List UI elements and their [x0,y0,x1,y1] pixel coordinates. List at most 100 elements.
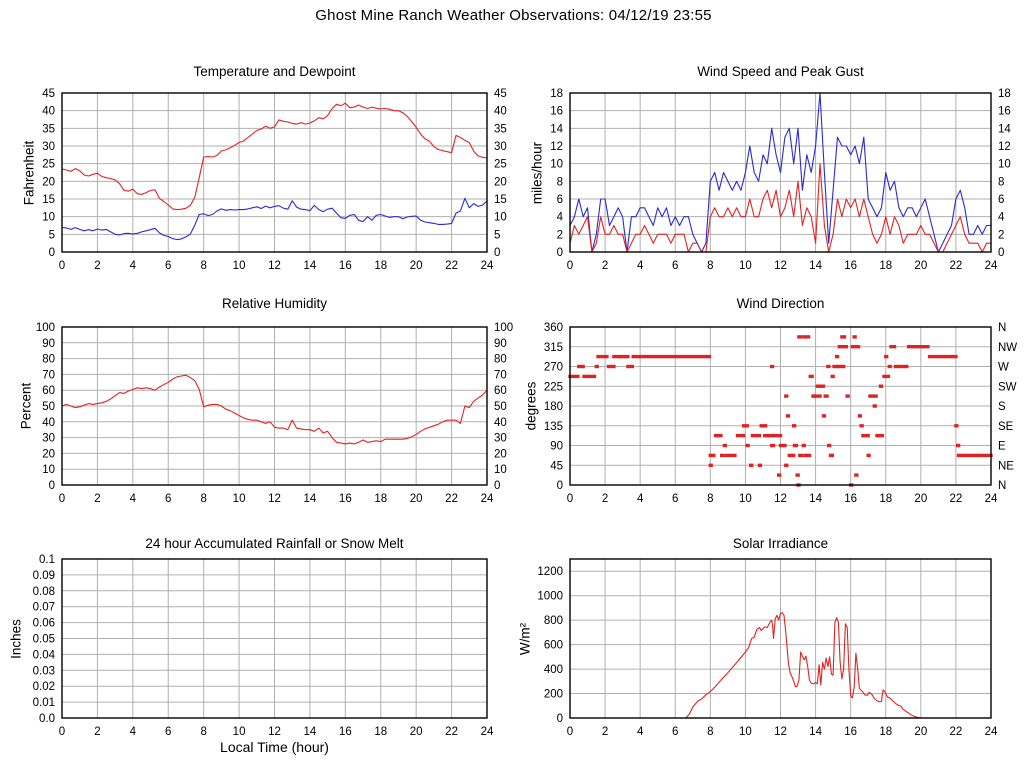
svg-text:10: 10 [233,726,246,738]
svg-text:12: 12 [268,726,281,738]
svg-text:0.06: 0.06 [33,618,55,630]
svg-text:0.02: 0.02 [33,681,55,693]
svg-text:0: 0 [557,480,563,492]
svg-text:20: 20 [914,493,927,505]
svg-text:8: 8 [200,493,206,505]
svg-text:30: 30 [494,141,507,153]
svg-text:16: 16 [998,106,1011,118]
svg-text:0.09: 0.09 [33,570,55,582]
svg-text:18: 18 [879,493,892,505]
svg-text:0: 0 [557,247,563,259]
chart-title-humidity: Relative Humidity [221,296,328,311]
chart-title-rainfall: 24 hour Accumulated Rainfall or Snow Mel… [145,536,404,551]
panel-solar-irradiance: Solar Irradiance W/m² 0 2 4 6 8 10 12 14 16 18 20 2… [513,525,1027,772]
svg-text:5: 5 [494,229,500,241]
svg-text:0.04: 0.04 [33,649,56,661]
svg-text:45: 45 [494,88,507,100]
svg-text:40: 40 [42,417,55,429]
svg-text:90: 90 [42,338,55,350]
solar-irradiance-chart: 0 2 4 6 8 10 12 14 16 18 20 22 240200400600800100012… [537,558,998,738]
svg-text:12: 12 [998,141,1011,153]
svg-text:30: 30 [42,433,55,445]
svg-text:0.03: 0.03 [33,665,55,677]
svg-text:18: 18 [998,88,1011,100]
svg-text:14: 14 [304,726,317,738]
svg-text:4: 4 [637,726,644,738]
svg-text:6: 6 [557,194,563,206]
svg-text:8: 8 [707,493,713,505]
svg-text:360: 360 [544,322,563,334]
svg-text:18: 18 [374,726,387,738]
svg-text:20: 20 [494,448,507,460]
svg-text:22: 22 [950,493,963,505]
svg-text:600: 600 [544,640,563,652]
svg-text:S: S [998,401,1006,413]
svg-text:22: 22 [950,726,963,738]
svg-text:22: 22 [445,493,458,505]
svg-text:35: 35 [42,123,55,135]
svg-text:8: 8 [998,176,1004,188]
svg-text:22: 22 [445,726,458,738]
svg-text:12: 12 [774,493,787,505]
svg-text:4: 4 [130,260,137,272]
svg-text:16: 16 [844,493,857,505]
temperature-dewpoint-chart: 0 2 4 6 8 10 12 14 16 18 20 22 240510152025303540450… [42,88,507,272]
svg-text:2: 2 [557,229,563,241]
svg-text:14: 14 [550,123,563,135]
svg-text:0: 0 [59,726,65,738]
svg-text:14: 14 [809,726,822,738]
svg-text:45: 45 [550,460,563,472]
svg-text:70: 70 [42,369,55,381]
svg-text:2: 2 [602,493,608,505]
svg-text:60: 60 [494,385,507,397]
svg-text:4: 4 [130,493,137,505]
svg-text:10: 10 [998,159,1011,171]
svg-text:12: 12 [268,260,281,272]
svg-text:14: 14 [809,493,822,505]
svg-text:0.0: 0.0 [39,713,55,725]
svg-text:SE: SE [998,421,1014,433]
svg-text:0.05: 0.05 [33,634,55,646]
svg-text:2: 2 [94,726,100,738]
svg-text:1200: 1200 [537,566,563,578]
svg-text:0: 0 [49,480,55,492]
relative-humidity-chart: 0 2 4 6 8 10 12 14 16 18 20 22 240102030405060708090… [36,322,513,505]
svg-text:24: 24 [985,493,998,505]
svg-text:14: 14 [998,123,1011,135]
svg-text:18: 18 [550,88,563,100]
svg-text:12: 12 [550,141,563,153]
svg-text:NE: NE [998,460,1014,472]
svg-text:6: 6 [672,726,678,738]
svg-text:60: 60 [42,385,55,397]
svg-text:50: 50 [494,401,507,413]
svg-text:12: 12 [774,260,787,272]
svg-text:400: 400 [544,664,563,676]
svg-text:10: 10 [739,493,752,505]
svg-text:16: 16 [844,260,857,272]
svg-text:20: 20 [410,493,423,505]
wind-direction-chart: 0 2 4 6 8 10 12 14 16 18 20 22 240459013518022527031… [544,322,1017,505]
svg-text:25: 25 [494,159,507,171]
svg-text:SW: SW [998,381,1017,393]
svg-text:8: 8 [200,726,206,738]
svg-text:2: 2 [998,229,1004,241]
panel-wind-direction: Wind Direction degrees 0 2 4 6 8 10 12 14 16 18 20… [513,290,1027,525]
svg-text:0.1: 0.1 [39,554,55,566]
svg-text:6: 6 [165,726,171,738]
svg-text:180: 180 [544,401,563,413]
rainfall-chart: 0 2 4 6 8 10 12 14 16 18 20 22 240.00.010.020.030.04… [33,554,494,738]
svg-text:10: 10 [494,464,507,476]
svg-text:20: 20 [914,260,927,272]
svg-text:8: 8 [707,260,713,272]
svg-text:225: 225 [544,381,563,393]
svg-text:0.01: 0.01 [33,697,55,709]
svg-text:35: 35 [494,123,507,135]
svg-text:2: 2 [94,493,100,505]
svg-text:16: 16 [550,106,563,118]
svg-text:0.08: 0.08 [33,586,55,598]
svg-text:N: N [998,480,1006,492]
svg-text:22: 22 [445,260,458,272]
svg-text:8: 8 [557,176,563,188]
